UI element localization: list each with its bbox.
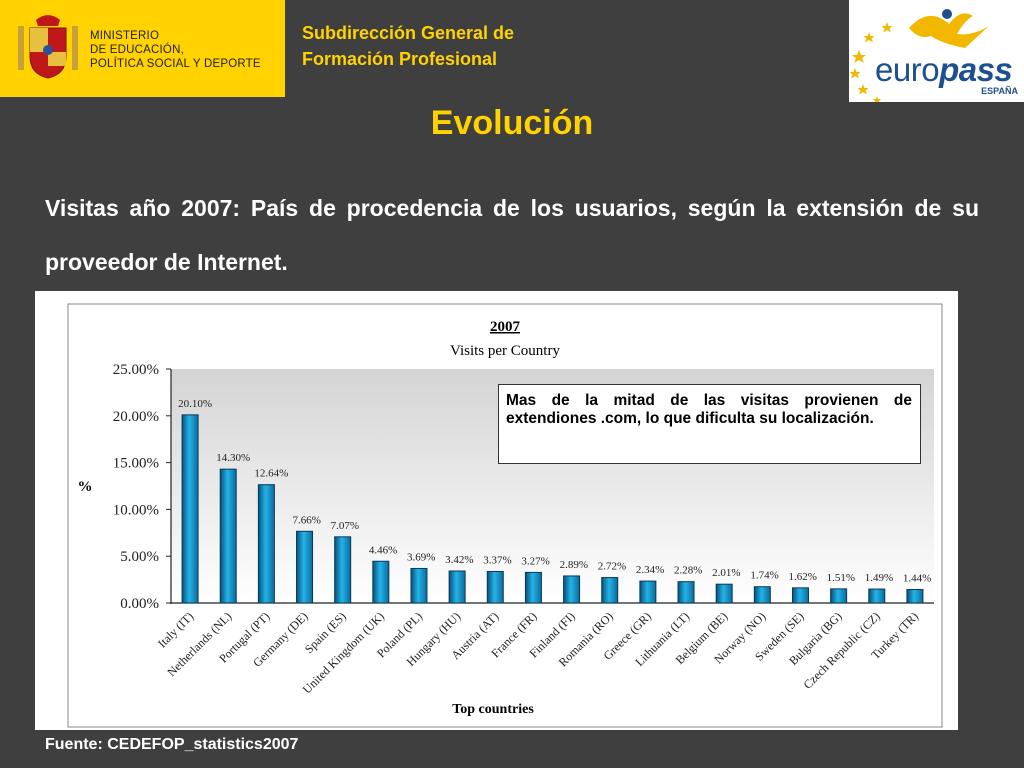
ministry-line-1: MINISTERIO xyxy=(90,30,160,42)
bar xyxy=(524,571,542,604)
bar xyxy=(715,583,733,604)
europass-word-prefix: euro xyxy=(875,51,940,88)
ministry-header: MINISTERIO DE EDUCACIÓN, POLÍTICA SOCIAL… xyxy=(0,0,285,97)
bar xyxy=(410,567,428,604)
y-tick-labels: 0.00% 5.00% 10.00% 15.00% 20.00% 25.00% xyxy=(113,362,171,612)
bar xyxy=(448,570,466,604)
y-tick-label: 15.00% xyxy=(113,456,159,472)
bar-value-label: 20.10% xyxy=(178,398,212,410)
chart-subtitle: Visits per Country xyxy=(450,343,560,359)
bar xyxy=(296,530,314,604)
bar-value-label: 1.49% xyxy=(865,572,893,584)
chart-title: 2007 xyxy=(490,319,521,335)
bar-chart: 2007 Visits per Country % Top countries … xyxy=(67,303,943,728)
bar xyxy=(830,588,848,604)
bar-value-label: 1.51% xyxy=(827,572,855,584)
bar xyxy=(334,536,352,604)
europass-country: ESPAÑA xyxy=(981,86,1018,96)
bars xyxy=(181,414,924,604)
bar xyxy=(753,586,771,604)
bar xyxy=(639,580,657,604)
bar xyxy=(868,588,886,604)
bar-value-label: 14.30% xyxy=(216,452,250,464)
x-axis-label: Top countries xyxy=(452,702,534,717)
source-citation: Fuente: CEDEFOP_statistics2007 xyxy=(45,736,299,753)
europass-logo: europass ESPAÑA xyxy=(849,0,1024,102)
bar xyxy=(791,587,809,604)
value-labels: 20.10% 14.30% 12.64% 7.66% 7.07% 4.46% 3.69% 3.… xyxy=(178,398,931,585)
ministry-line-3: POLÍTICA SOCIAL Y DEPORTE xyxy=(90,58,261,70)
slide-subtitle: Visitas año 2007: País de procedencia de… xyxy=(45,195,979,275)
bar xyxy=(563,575,581,604)
bar xyxy=(601,577,619,604)
bar xyxy=(906,589,924,604)
bar-value-label: 12.64% xyxy=(254,468,288,480)
subdirection-line-2: Formación Profesional xyxy=(302,49,498,69)
bar-value-label: 7.66% xyxy=(293,514,321,526)
y-axis-label: % xyxy=(78,479,93,495)
slide-title: Evolución xyxy=(430,104,594,142)
bar-value-label: 3.42% xyxy=(445,554,473,566)
bar-value-label: 1.62% xyxy=(788,571,816,583)
y-tick-label: 0.00% xyxy=(120,596,159,612)
bar-value-label: 2.01% xyxy=(712,567,740,579)
bar xyxy=(677,581,695,604)
bar-value-label: 1.44% xyxy=(903,573,931,585)
europass-wordmark: europass xyxy=(875,51,1013,89)
bar xyxy=(181,414,199,604)
bar-value-label: 3.27% xyxy=(521,555,549,567)
bar-value-label: 2.72% xyxy=(598,561,626,573)
bar xyxy=(219,468,237,604)
bar-value-label: 2.34% xyxy=(636,564,664,576)
annotation-text: Mas de la mitad de las visitas provienen… xyxy=(506,392,912,427)
y-tick-label: 5.00% xyxy=(120,549,159,565)
bar xyxy=(257,484,275,604)
ministry-line-2: DE EDUCACIÓN, xyxy=(90,44,184,56)
bar-value-label: 3.69% xyxy=(407,551,435,563)
bar xyxy=(486,570,504,604)
bar-value-label: 4.46% xyxy=(369,544,397,556)
bar-value-label: 2.89% xyxy=(560,559,588,571)
spanish-coat-of-arms-icon xyxy=(18,15,78,79)
bar-value-label: 3.37% xyxy=(483,554,511,566)
bar xyxy=(372,560,390,604)
bar-value-label: 2.28% xyxy=(674,565,702,577)
subdirection-title: Subdirección General de Formación Profes… xyxy=(302,20,514,72)
bar-value-label: 7.07% xyxy=(331,520,359,532)
europass-stars-icon xyxy=(849,9,989,102)
bar-value-label: 1.74% xyxy=(750,570,778,582)
annotation-box xyxy=(498,384,921,464)
y-tick-label: 20.00% xyxy=(113,409,159,425)
subdirection-line-1: Subdirección General de xyxy=(302,23,515,43)
europass-word-suffix: pass xyxy=(939,51,1013,88)
y-tick-label: 10.00% xyxy=(113,502,159,518)
chart-panel: 2007 Visits per Country % Top countries … xyxy=(35,291,958,730)
y-tick-label: 25.00% xyxy=(113,362,159,378)
